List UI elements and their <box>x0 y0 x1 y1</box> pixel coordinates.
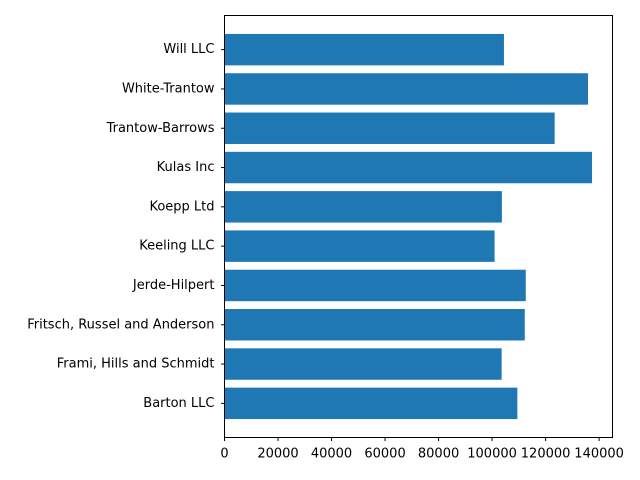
x-tick-label: 20000 <box>257 447 298 462</box>
x-tick-label: 60000 <box>364 447 405 462</box>
bar <box>224 230 495 262</box>
x-tick-label: 140000 <box>574 447 624 462</box>
bar <box>224 387 518 420</box>
y-axis: Barton LLC Frami, Hills and Schmidt Fritsc… <box>27 42 225 411</box>
bars-layer <box>224 33 593 420</box>
bar <box>224 191 502 223</box>
x-tick-label: 120000 <box>521 447 571 462</box>
y-tick-label: White-Trantow <box>122 81 215 96</box>
x-tick-label: 100000 <box>467 447 517 462</box>
x-tick-label: 0 <box>220 447 228 462</box>
y-tick-label: Keeling LLC <box>139 239 214 254</box>
x-tick-label: 80000 <box>418 447 459 462</box>
bar <box>224 348 502 380</box>
bar <box>224 73 588 105</box>
plot-frame <box>224 15 613 438</box>
bar <box>224 151 593 184</box>
y-tick-label: Barton LLC <box>143 396 214 411</box>
y-tick-label: Trantow-Barrows <box>106 121 215 136</box>
y-tick-label: Kulas Inc <box>157 160 215 175</box>
y-tick-label: Frami, Hills and Schmidt <box>57 357 215 372</box>
bar <box>224 33 504 66</box>
bar <box>224 112 555 144</box>
y-tick-label: Jerde-Hilpert <box>132 278 215 293</box>
y-tick-label: Fritsch, Russel and Anderson <box>27 317 214 332</box>
bar <box>224 309 525 341</box>
x-tick-label: 40000 <box>311 447 352 462</box>
bar <box>224 269 526 302</box>
y-tick-label: Koepp Ltd <box>149 199 214 214</box>
y-tick-label: Will LLC <box>163 42 214 57</box>
x-axis: 0 20000 40000 60000 80000 100000 120000 140000 <box>220 437 624 462</box>
